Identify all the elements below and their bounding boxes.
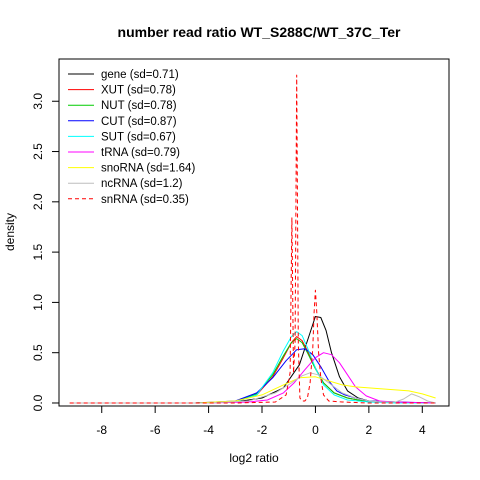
y-tick-label: 0.5 <box>31 344 45 361</box>
x-tick-label: 4 <box>419 423 426 437</box>
legend: gene (sd=0.71) XUT (sd=0.78) NUT (sd=0.78)… <box>68 69 195 206</box>
x-axis-label: log2 ratio <box>229 451 279 465</box>
y-tick-label: 0.0 <box>31 394 45 411</box>
y-tick-label: 2.0 <box>31 193 45 210</box>
series-layer <box>69 74 436 404</box>
x-tick-label: -2 <box>257 423 268 437</box>
x-tick-label: -6 <box>150 423 161 437</box>
chart-title: number read ratio WT_S288C/WT_37C_Ter <box>118 24 401 40</box>
legend-label-7: snoRNA (sd=1.64) <box>101 163 195 175</box>
legend-label-8: ncRNA (sd=1.2) <box>101 178 183 190</box>
x-tick-label: 2 <box>366 423 373 437</box>
legend-label-1: gene (sd=0.71) <box>101 69 179 81</box>
legend-label-3: NUT (sd=0.78) <box>101 100 177 112</box>
y-axis-label: density <box>3 213 17 251</box>
legend-label-5: SUT (sd=0.67) <box>101 131 176 143</box>
y-tick-label: 1.5 <box>31 243 45 260</box>
y-tick-label: 2.5 <box>31 143 45 160</box>
legend-label-6: tRNA (sd=0.79) <box>101 147 180 159</box>
series-line-8 <box>69 372 436 404</box>
x-tick-label: 0 <box>312 423 319 437</box>
x-tick-label: -4 <box>203 423 214 437</box>
series-line-3 <box>69 338 436 404</box>
legend-label-9: snRNA (sd=0.35) <box>101 194 189 206</box>
legend-label-4: CUT (sd=0.87) <box>101 116 177 128</box>
axes: -8 -6 -4 -2 0 2 4 0.0 0.5 1.0 1.5 2.0 2.5 3.0 <box>31 93 426 437</box>
series-line-6 <box>69 352 436 404</box>
y-tick-label: 1.0 <box>31 294 45 311</box>
y-tick-label: 3.0 <box>31 93 45 110</box>
x-tick-label: -8 <box>96 423 107 437</box>
series-line-7 <box>69 376 436 404</box>
legend-label-2: XUT (sd=0.78) <box>101 85 176 97</box>
series-line-9 <box>69 74 436 404</box>
